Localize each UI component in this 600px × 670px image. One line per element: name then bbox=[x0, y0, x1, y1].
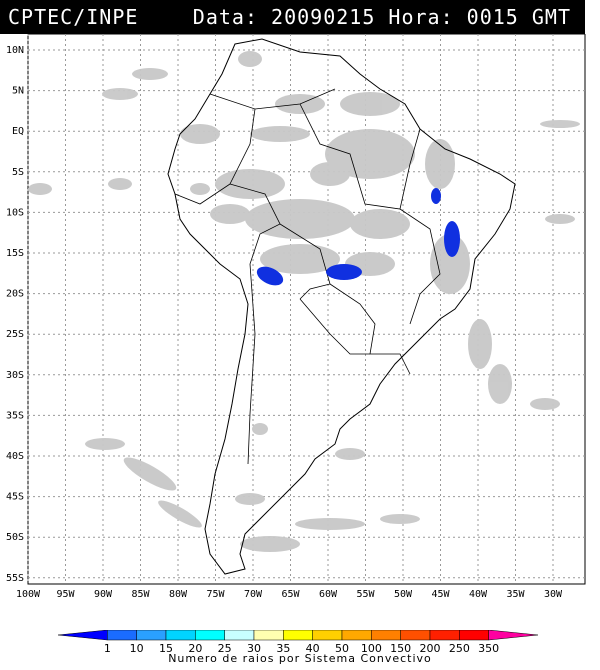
legend-value: 350 bbox=[478, 642, 499, 654]
legend-value: 25 bbox=[218, 642, 232, 654]
longitude-label: 100W bbox=[16, 589, 41, 600]
latitude-label: 20S bbox=[6, 289, 24, 300]
map-frame bbox=[27, 34, 586, 585]
legend-swatch bbox=[400, 630, 431, 641]
legend-value: 10 bbox=[130, 642, 144, 654]
legend-swatch bbox=[224, 630, 255, 641]
title-bar: CPTEC/INPE Data: 20090215 Hora: 0015 GMT bbox=[0, 0, 585, 34]
latitude-labels: 10N 5N EQ 5S 10S 15S 20S 25S 30S 35S 40S 45S 50S 55S bbox=[6, 45, 24, 584]
latitude-label: 5S bbox=[12, 167, 24, 178]
longitude-label: 80W bbox=[169, 589, 188, 600]
legend-bar: 1 10 15 20 25 30 35 40 50 100 150 200 250 350 bbox=[58, 630, 539, 654]
legend-value: 50 bbox=[335, 642, 349, 654]
legend-swatch bbox=[253, 630, 284, 641]
latitude-label: 30S bbox=[6, 370, 24, 381]
legend-swatch bbox=[371, 630, 401, 641]
longitude-label: 65W bbox=[281, 589, 300, 600]
storm-cell bbox=[326, 264, 362, 280]
latitude-label: 5N bbox=[12, 86, 24, 97]
legend-swatch bbox=[58, 630, 108, 641]
latitude-label: 35S bbox=[6, 410, 24, 421]
latitude-label: 10S bbox=[6, 207, 24, 218]
datetime-label: Data: 20090215 Hora: 0015 GMT bbox=[192, 5, 571, 29]
longitude-label: 70W bbox=[244, 589, 263, 600]
legend-caption: Numero de raios por Sistema Convectivo bbox=[168, 652, 432, 665]
latitude-label: 25S bbox=[6, 329, 24, 340]
longitude-label: 30W bbox=[544, 589, 563, 600]
longitude-label: 55W bbox=[356, 589, 375, 600]
latitude-label: 55S bbox=[6, 573, 24, 584]
legend-swatch bbox=[195, 630, 225, 641]
longitude-label: 75W bbox=[206, 589, 225, 600]
legend-value: 200 bbox=[420, 642, 441, 654]
legend-swatch bbox=[429, 630, 460, 641]
latitude-label: 15S bbox=[6, 248, 24, 259]
legend-value: 35 bbox=[276, 642, 290, 654]
storm-cell bbox=[256, 266, 284, 286]
longitude-labels: 100W 95W 90W 85W 80W 75W 70W 65W 60W 55W 50W 45W 40W… bbox=[16, 589, 563, 600]
legend-value: 20 bbox=[188, 642, 202, 654]
longitude-label: 95W bbox=[56, 589, 75, 600]
legend-value: 40 bbox=[306, 642, 320, 654]
source-label: CPTEC/INPE bbox=[8, 5, 139, 29]
legend-swatch bbox=[283, 630, 313, 641]
latitude-label: 40S bbox=[6, 451, 24, 462]
storm-cell bbox=[444, 221, 460, 257]
longitude-label: 90W bbox=[94, 589, 113, 600]
longitude-label: 85W bbox=[131, 589, 150, 600]
legend-swatch bbox=[136, 630, 167, 641]
latitude-label: 50S bbox=[6, 532, 24, 543]
longitude-label: 50W bbox=[394, 589, 413, 600]
convective-systems bbox=[256, 188, 460, 286]
legend-swatch bbox=[165, 630, 196, 641]
latitude-label: 10N bbox=[6, 45, 24, 56]
legend-value: 250 bbox=[449, 642, 470, 654]
legend-swatch bbox=[459, 630, 489, 641]
latitude-label: 45S bbox=[6, 492, 24, 503]
legend-swatch bbox=[341, 630, 372, 641]
country-borders bbox=[174, 88, 441, 465]
legend-value: 150 bbox=[390, 642, 411, 654]
cloud-cover bbox=[28, 51, 580, 552]
legend-swatch bbox=[488, 630, 539, 641]
longitude-label: 35W bbox=[506, 589, 525, 600]
legend-value: 30 bbox=[247, 642, 261, 654]
legend-value: 15 bbox=[159, 642, 173, 654]
south-america-coastline bbox=[167, 38, 516, 575]
lightning-map: 10N5NEQ5S10S15S20S25S30S35S40S45S50S55S … bbox=[6, 34, 586, 600]
longitude-label: 45W bbox=[431, 589, 450, 600]
legend-value: 1 bbox=[104, 642, 111, 654]
legend-swatch bbox=[107, 630, 137, 641]
legend-value: 100 bbox=[361, 642, 382, 654]
storm-cell bbox=[431, 188, 441, 204]
longitude-label: 60W bbox=[319, 589, 338, 600]
longitude-label: 40W bbox=[469, 589, 488, 600]
latitude-label: EQ bbox=[12, 126, 24, 137]
legend-swatch bbox=[312, 630, 343, 641]
